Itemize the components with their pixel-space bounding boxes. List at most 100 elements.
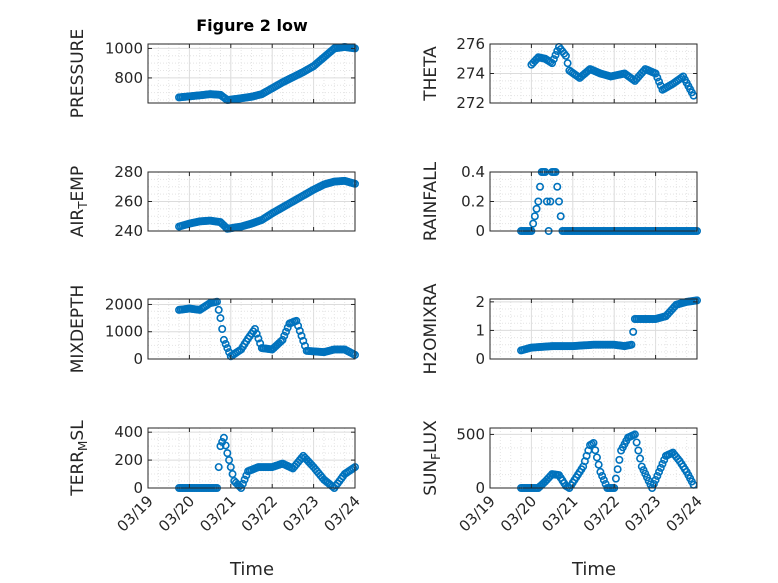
y-axis-label-terr-msl: TERRMSL: [68, 420, 90, 497]
data-point: [252, 329, 261, 338]
data-point: [219, 335, 228, 344]
y-tick-label: 276: [456, 35, 485, 53]
data-point: [536, 182, 545, 191]
y-axis-label-rainfall: RAINFALL: [421, 161, 441, 241]
axes-box: [147, 298, 356, 360]
data-point: [226, 463, 235, 472]
y-tick-label: 1: [475, 321, 485, 339]
data-point: [216, 442, 225, 451]
data-point: [653, 471, 662, 480]
y-tick-label: 0: [475, 222, 485, 240]
axes-box: [147, 43, 356, 104]
data-point: [548, 59, 557, 68]
data-point: [238, 479, 247, 488]
y-axis-label-air-temp: AIRTEMP: [68, 166, 90, 237]
x-tick-label: 03/23: [621, 492, 664, 535]
data-point: [613, 465, 622, 474]
y-tick-label: 0: [475, 479, 485, 497]
y-tick-label: 0: [133, 479, 143, 497]
subplot-rainfall: 0 0.2 0.4 RAINFALL: [421, 161, 701, 241]
data-point: [214, 463, 223, 472]
subplot-air-temp: 240 260 280 AIRTEMP: [68, 163, 359, 240]
data-point: [634, 446, 643, 455]
data-point: [653, 73, 662, 82]
x-tick-label: 03/24: [321, 492, 364, 535]
subplot-theta: 272 274 276 THETA: [421, 35, 698, 112]
data-point: [556, 212, 565, 221]
data-point: [551, 51, 560, 60]
data-point: [542, 197, 551, 206]
x-tick-label: 03/24: [663, 492, 706, 535]
data-point: [529, 219, 538, 228]
y-tick-label: 0.2: [461, 193, 485, 211]
data-point: [297, 331, 306, 340]
y-tick-label: 500: [456, 425, 485, 443]
data-point: [629, 327, 638, 336]
x-axis-label-left: Time: [229, 559, 274, 580]
data-point: [530, 212, 539, 221]
series-air-temp: [175, 176, 359, 233]
y-tick-label: 240: [114, 222, 143, 240]
data-point: [534, 197, 543, 206]
axes-box: [489, 298, 698, 360]
data-point: [655, 467, 664, 476]
data-point: [632, 438, 641, 447]
data-point: [280, 331, 289, 340]
data-point: [596, 467, 605, 476]
data-point: [223, 344, 232, 353]
y-axis-label-h2omixra: H2OMIXRA: [421, 283, 441, 374]
data-point: [591, 446, 600, 455]
series-h2omixra: [517, 296, 701, 355]
x-tick-label: 03/21: [196, 492, 239, 535]
data-point: [563, 59, 572, 68]
data-point: [219, 433, 228, 442]
data-point: [218, 324, 227, 333]
data-point: [221, 339, 230, 348]
subplot-h2omixra: 0 1 2 H2OMIXRA: [421, 283, 701, 375]
axes-box: [489, 427, 698, 489]
x-axis-label-right: Time: [571, 559, 616, 580]
data-point: [225, 456, 234, 465]
y-tick-label: 400: [114, 423, 143, 441]
x-tick-label: 03/19: [114, 492, 157, 535]
data-point: [223, 449, 232, 458]
y-tick-label: 2000: [105, 295, 143, 313]
data-point: [655, 77, 664, 86]
y-axis-label-mixdepth: MIXDEPTH: [68, 285, 88, 374]
y-tick-label: 0: [475, 350, 485, 368]
data-point: [589, 438, 598, 447]
x-tick-label: 03/22: [580, 492, 623, 535]
data-point: [549, 55, 558, 64]
data-point: [299, 336, 308, 345]
y-tick-label: 274: [456, 65, 485, 83]
y-tick-label: 1000: [105, 39, 143, 57]
data-point: [599, 475, 608, 484]
y-axis-label-sun-flux: SUNFLUX: [421, 420, 443, 496]
y-axis-label-pressure: PRESSURE: [68, 29, 88, 118]
x-tick-label: 03/22: [238, 492, 281, 535]
y-tick-label: 272: [456, 94, 485, 112]
data-point: [276, 337, 285, 346]
series-theta: [527, 42, 698, 100]
data-point: [561, 51, 570, 60]
data-point: [278, 335, 287, 344]
y-tick-label: 1000: [105, 323, 143, 341]
x-tick-label: 03/20: [497, 492, 540, 535]
data-point: [216, 314, 225, 323]
axes-box: [147, 427, 356, 489]
x-tick-label: 03/23: [279, 492, 322, 535]
y-tick-label: 200: [114, 451, 143, 469]
subplot-pressure: 800 1000 PRESSURE: [68, 29, 359, 118]
data-point: [630, 430, 639, 439]
data-point: [636, 454, 645, 463]
data-point: [240, 475, 249, 484]
data-point: [627, 340, 636, 349]
y-tick-label: 800: [114, 69, 143, 87]
data-point: [649, 479, 658, 488]
y-tick-label: 0.4: [461, 163, 485, 181]
y-tick-label: 0: [133, 350, 143, 368]
